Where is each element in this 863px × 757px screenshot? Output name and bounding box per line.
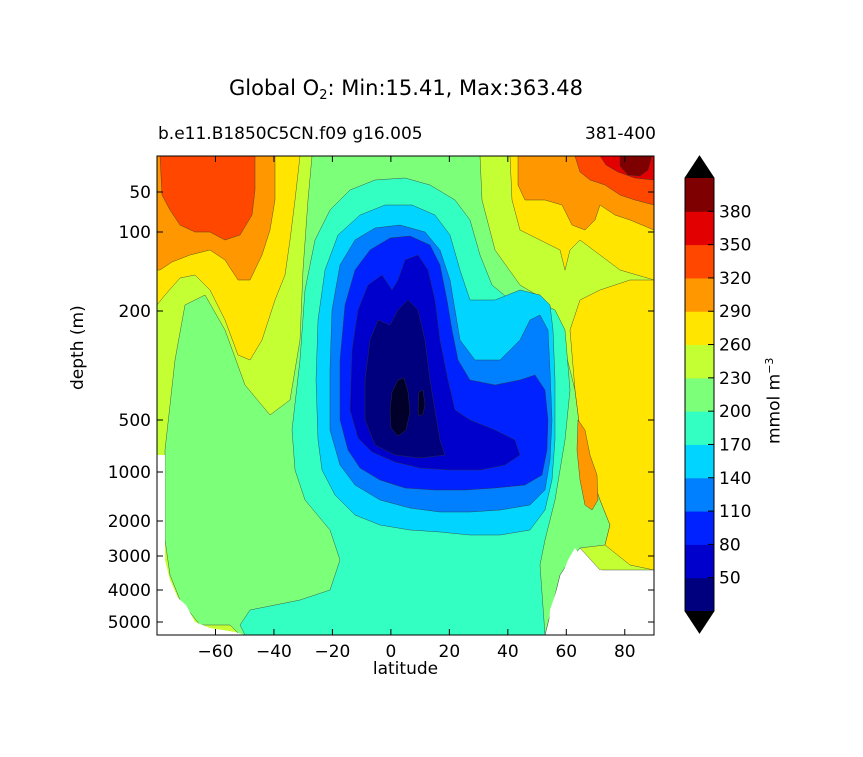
contour-band-380-north <box>619 156 653 177</box>
x-tick-label: −40 <box>256 642 292 662</box>
x-axis: −60 −40 −20 0 20 40 60 80 <box>198 156 636 662</box>
subtitle-left: b.e11.B1850C5CN.f09 g16.005 <box>158 124 423 144</box>
y-tick-label: 500 <box>119 411 151 431</box>
colorbar-tick-label: 230 <box>719 369 751 389</box>
colorbar-swatch <box>685 377 714 412</box>
colorbar: 50 80 110 140 170 200 230 260 290 320 350 380 <box>684 155 751 634</box>
colorbar-tick-label: 140 <box>719 469 751 489</box>
colorbar-swatch <box>685 211 714 246</box>
colorbar-swatch <box>685 577 714 612</box>
colorbar-swatch <box>685 411 714 445</box>
land-mask <box>157 455 654 635</box>
y-tick-label: 2000 <box>108 512 151 532</box>
colorbar-swatch <box>685 244 714 279</box>
colorbar-extend-max <box>685 156 714 178</box>
colorbar-swatch <box>685 444 714 479</box>
colorbar-swatch <box>685 178 714 212</box>
lowest-oxygen-core <box>389 377 426 437</box>
colorbar-tick-label: 80 <box>719 535 741 555</box>
colorbar-tick-label: 320 <box>719 269 751 289</box>
colorbar-extend-min <box>685 611 714 633</box>
chart-title: Global O2: Min:15.41, Max:363.48 <box>228 76 583 103</box>
x-tick-label: 40 <box>497 642 519 662</box>
colorbar-swatch <box>685 311 714 346</box>
y-tick-label: 50 <box>129 183 151 203</box>
subtitle-right: 381-400 <box>584 124 656 144</box>
plot-area <box>157 156 654 635</box>
colorbar-swatch <box>685 344 714 379</box>
colorbar-tick-label: 110 <box>719 502 751 522</box>
y-tick-label: 5000 <box>108 613 151 633</box>
contour-band-320-south <box>159 156 256 241</box>
x-tick-label: 80 <box>614 642 636 662</box>
colorbar-tick-label: 290 <box>719 302 751 322</box>
y-tick-label: 4000 <box>108 581 151 601</box>
y-tick-label: 100 <box>119 223 151 243</box>
x-tick-label: 20 <box>439 642 461 662</box>
x-tick-label: −20 <box>314 642 350 662</box>
colorbar-tick-label: 350 <box>719 236 751 256</box>
y-tick-label: 1000 <box>108 463 151 483</box>
x-tick-label: 60 <box>555 642 577 662</box>
x-axis-label: latitude <box>372 659 439 679</box>
colorbar-swatch <box>685 544 714 579</box>
x-tick-label: 0 <box>385 642 396 662</box>
plot-frame <box>156 155 655 636</box>
y-tick-label: 3000 <box>108 547 151 567</box>
contour-band-20 <box>364 299 446 459</box>
colorbar-tick-label: 380 <box>719 202 751 222</box>
colorbar-tick-label: 260 <box>719 336 751 356</box>
y-tick-label: 200 <box>119 302 151 322</box>
colorbar-outline <box>684 155 715 634</box>
contour-band-290-north-deep <box>576 419 599 511</box>
y-axis: 50 100 200 500 1000 2000 3000 4000 5000 <box>108 183 654 633</box>
colorbar-swatch <box>685 277 714 312</box>
colorbar-tick-label: 170 <box>719 435 751 455</box>
colorbar-tick-label: 50 <box>719 569 741 589</box>
x-tick-label: −60 <box>198 642 234 662</box>
colorbar-tick-label: 200 <box>719 402 751 422</box>
colorbar-swatch <box>685 511 714 545</box>
colorbar-swatch <box>685 477 714 512</box>
